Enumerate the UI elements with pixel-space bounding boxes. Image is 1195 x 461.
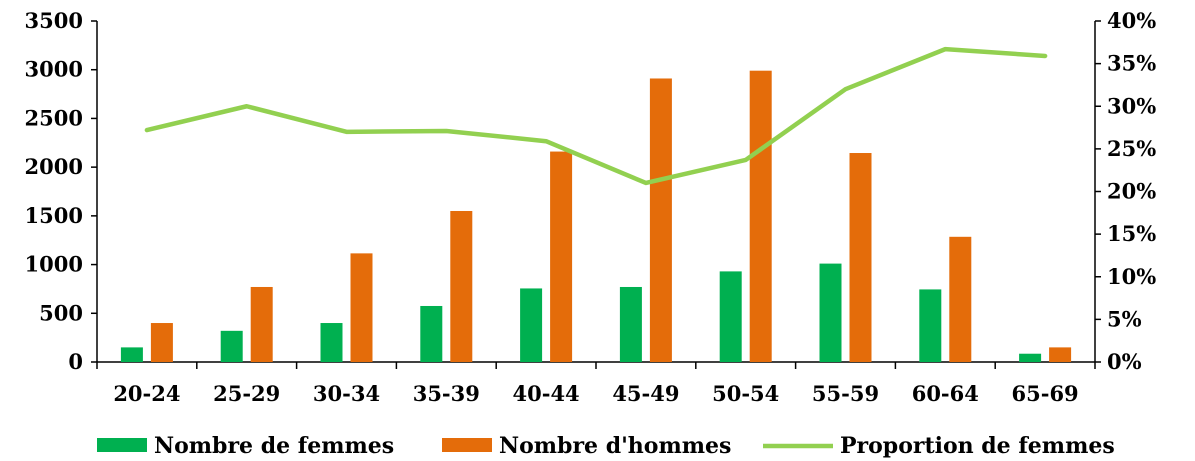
bar-hommes: [250, 286, 273, 362]
bar-femmes: [220, 330, 243, 362]
bar-femmes: [819, 263, 842, 362]
bar-femmes: [1019, 353, 1042, 362]
bars: [120, 70, 1072, 363]
left-axis: 0 500 1000 1500 2000 2500 3000 3500: [25, 8, 98, 374]
bar-hommes: [350, 253, 373, 362]
bar-femmes: [320, 323, 343, 362]
left-tick-label: 3500: [25, 8, 83, 33]
right-tick-label: 25%: [1107, 136, 1156, 161]
x-tick-label: 45-49: [612, 381, 679, 406]
legend: Nombre de femmes Nombre d'hommes Proportio…: [97, 433, 1115, 459]
proportion-line-path: [144, 46, 1048, 186]
bar-femmes: [520, 288, 543, 362]
bar-hommes: [749, 70, 772, 362]
bar-femmes: [120, 347, 143, 362]
left-tick-label: 3000: [25, 57, 83, 82]
left-tick-label: 1000: [25, 252, 83, 277]
legend-item: Proportion de femmes: [763, 433, 1115, 459]
bar-hommes: [649, 78, 672, 363]
left-tick-label: 1500: [25, 203, 83, 228]
legend-label: Nombre d'hommes: [499, 433, 731, 459]
bar-hommes: [949, 236, 972, 362]
right-tick-label: 40%: [1107, 8, 1156, 33]
bar-hommes: [849, 153, 872, 362]
x-tick-label: 50-54: [712, 381, 779, 406]
bar-hommes: [1049, 347, 1072, 362]
right-tick-label: 35%: [1107, 51, 1156, 76]
x-tick-label: 30-34: [313, 381, 380, 406]
x-axis: 20-24 25-29 30-34 35-39 40-44 45-49 50-54 55-59…: [96, 361, 1096, 406]
right-tick-label: 30%: [1107, 93, 1156, 118]
bar-hommes: [550, 151, 573, 362]
legend-swatch: [442, 438, 492, 452]
legend-item: Nombre de femmes: [97, 433, 394, 459]
right-tick-label: 15%: [1107, 221, 1156, 246]
left-tick-label: 0: [68, 349, 83, 374]
bar-femmes: [919, 289, 942, 362]
legend-item: Nombre d'hommes: [442, 433, 731, 459]
bar-femmes: [420, 305, 443, 362]
bar-femmes: [719, 271, 742, 362]
x-tick-label: 40-44: [513, 381, 580, 406]
x-tick-label: 20-24: [113, 381, 180, 406]
proportion-line: [144, 46, 1048, 186]
right-tick-label: 10%: [1107, 264, 1156, 289]
right-tick-label: 5%: [1107, 306, 1142, 331]
x-tick-label: 60-64: [912, 381, 979, 406]
legend-label: Proportion de femmes: [840, 433, 1115, 459]
left-tick-label: 2500: [25, 105, 83, 130]
right-tick-label: 0%: [1107, 349, 1142, 374]
x-tick-label: 65-69: [1012, 381, 1079, 406]
right-axis: 0% 5% 10% 15% 20% 25% 30% 35% 40%: [1094, 8, 1156, 374]
bar-hommes: [150, 323, 173, 362]
x-tick-label: 35-39: [413, 381, 480, 406]
legend-label: Nombre de femmes: [154, 433, 394, 459]
bar-hommes: [450, 210, 473, 362]
left-tick-label: 2000: [25, 154, 83, 179]
bar-femmes: [619, 286, 642, 362]
right-tick-label: 20%: [1107, 179, 1156, 204]
legend-swatch: [97, 438, 147, 452]
x-tick-label: 25-29: [213, 381, 280, 406]
left-tick-label: 500: [39, 300, 83, 325]
x-tick-label: 55-59: [812, 381, 879, 406]
